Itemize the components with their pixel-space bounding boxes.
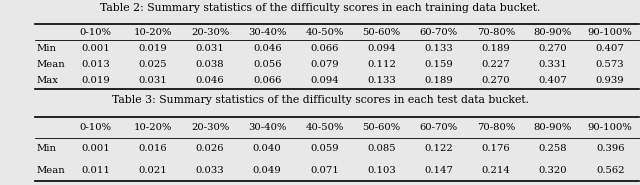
Text: Max: Max [36,76,58,85]
Text: 0.270: 0.270 [539,44,567,53]
Text: 0.094: 0.094 [367,44,396,53]
Text: 20-30%: 20-30% [191,123,229,132]
Text: 0.066: 0.066 [310,44,339,53]
Text: 20-30%: 20-30% [191,28,229,37]
Text: 0.013: 0.013 [81,60,110,69]
Text: 0.133: 0.133 [367,76,396,85]
Text: 30-40%: 30-40% [248,28,287,37]
Text: 0.094: 0.094 [310,76,339,85]
Text: 0.562: 0.562 [596,166,625,175]
Text: 0.270: 0.270 [481,76,510,85]
Text: 40-50%: 40-50% [305,28,344,37]
Text: Min: Min [36,44,56,53]
Text: 0.021: 0.021 [138,166,167,175]
Text: 70-80%: 70-80% [477,123,515,132]
Text: 50-60%: 50-60% [362,123,401,132]
Text: Table 3: Summary statistics of the difficulty scores in each test data bucket.: Table 3: Summary statistics of the diffi… [111,95,529,105]
Text: 70-80%: 70-80% [477,28,515,37]
Text: 0.066: 0.066 [253,76,282,85]
Text: 0.939: 0.939 [596,76,625,85]
Text: 0.189: 0.189 [481,44,510,53]
Text: 0.049: 0.049 [253,166,282,175]
Text: 80-90%: 80-90% [534,123,572,132]
Text: 60-70%: 60-70% [420,28,458,37]
Text: 0.046: 0.046 [253,44,282,53]
Text: Min: Min [36,144,56,153]
Text: 10-20%: 10-20% [134,28,172,37]
Text: 0.176: 0.176 [481,144,510,153]
Text: 0.147: 0.147 [424,166,453,175]
Text: 0.214: 0.214 [481,166,510,175]
Text: 50-60%: 50-60% [362,28,401,37]
Text: 0.001: 0.001 [81,44,110,53]
Text: 0.112: 0.112 [367,60,396,69]
Text: 0.033: 0.033 [196,166,225,175]
Text: 0.396: 0.396 [596,144,625,153]
Text: 0.085: 0.085 [367,144,396,153]
Text: 0.407: 0.407 [539,76,568,85]
Text: 90-100%: 90-100% [588,28,632,37]
Text: Mean: Mean [36,166,65,175]
Text: 40-50%: 40-50% [305,123,344,132]
Text: 0.016: 0.016 [139,144,167,153]
Text: 0.031: 0.031 [138,76,167,85]
Text: 0-10%: 0-10% [80,123,112,132]
Text: 0.079: 0.079 [310,60,339,69]
Text: 0.331: 0.331 [539,60,568,69]
Text: 30-40%: 30-40% [248,123,287,132]
Text: 0.320: 0.320 [539,166,567,175]
Text: 0.011: 0.011 [81,166,110,175]
Text: 0.133: 0.133 [424,44,453,53]
Text: 0-10%: 0-10% [80,28,112,37]
Text: Mean: Mean [36,60,65,69]
Text: 90-100%: 90-100% [588,123,632,132]
Text: 0.059: 0.059 [310,144,339,153]
Text: 0.040: 0.040 [253,144,282,153]
Text: 0.056: 0.056 [253,60,282,69]
Text: 10-20%: 10-20% [134,123,172,132]
Text: 0.031: 0.031 [196,44,225,53]
Text: 0.025: 0.025 [139,60,167,69]
Text: Table 2: Summary statistics of the difficulty scores in each training data bucke: Table 2: Summary statistics of the diffi… [100,3,540,13]
Text: 0.103: 0.103 [367,166,396,175]
Text: 60-70%: 60-70% [420,123,458,132]
Text: 0.046: 0.046 [196,76,225,85]
Text: 0.071: 0.071 [310,166,339,175]
Text: 0.189: 0.189 [424,76,453,85]
Text: 0.122: 0.122 [424,144,453,153]
Text: 0.159: 0.159 [424,60,453,69]
Text: 0.026: 0.026 [196,144,225,153]
Text: 80-90%: 80-90% [534,28,572,37]
Text: 0.019: 0.019 [81,76,110,85]
Text: 0.019: 0.019 [138,44,167,53]
Text: 0.258: 0.258 [539,144,567,153]
Text: 0.001: 0.001 [81,144,110,153]
Text: 0.573: 0.573 [596,60,625,69]
Text: 0.407: 0.407 [596,44,625,53]
Text: 0.038: 0.038 [196,60,225,69]
Text: 0.227: 0.227 [481,60,510,69]
